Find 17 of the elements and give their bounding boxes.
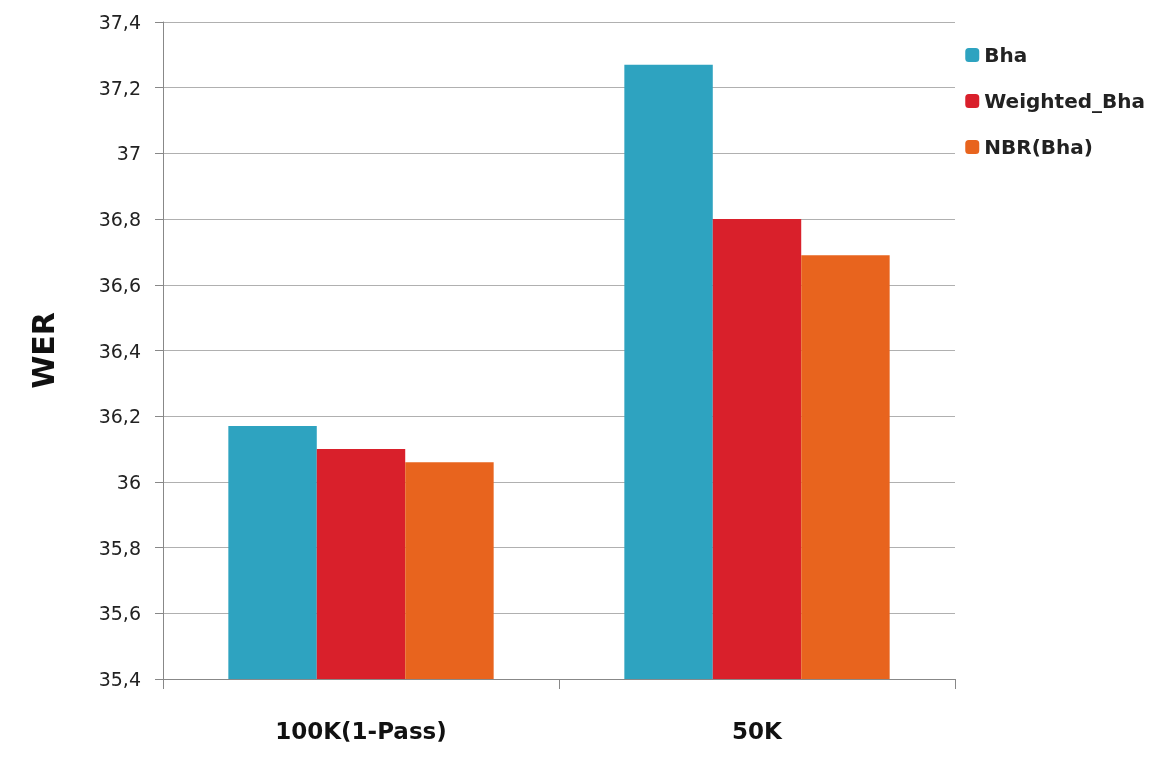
y-axis-title: WER (25, 312, 61, 389)
y-tick-label: 37 (116, 142, 141, 165)
y-tick-label: 35,6 (98, 602, 141, 625)
y-tick-label: 35,8 (98, 536, 141, 559)
y-tick-label: 37,4 (98, 11, 141, 33)
y-tick-label: 36 (116, 470, 141, 493)
legend-label: NBR(Bha) (984, 135, 1093, 159)
x-tick-label: 50K (732, 717, 784, 744)
legend-label: Bha (984, 43, 1028, 67)
y-tick-label: 36,4 (98, 339, 141, 362)
y-tick-label: 36,2 (98, 405, 141, 428)
y-tick-label: 37,2 (98, 76, 141, 99)
y-tick-label: 35,4 (98, 668, 141, 690)
legend-label: Weighted_Bha (984, 89, 1146, 113)
y-tick-label: 36,6 (98, 273, 141, 296)
x-tick-label: 100K(1-Pass) (275, 717, 447, 744)
y-tick-label: 36,8 (98, 208, 141, 231)
